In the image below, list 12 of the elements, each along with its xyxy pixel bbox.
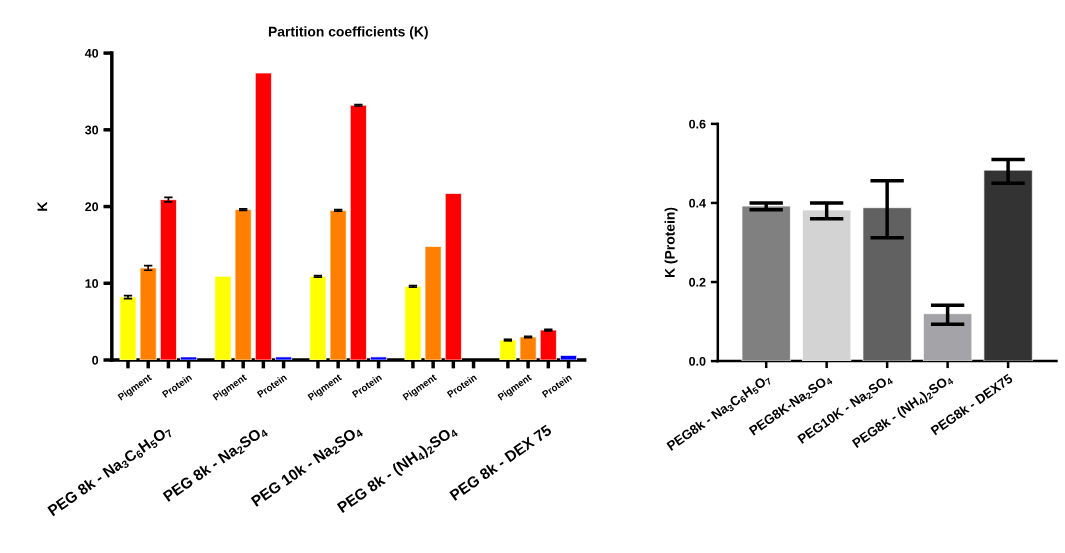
y-tick-label: 0.6 — [689, 119, 706, 129]
y-tick-label: 20 — [85, 202, 99, 212]
y-axis-title: K — [37, 201, 48, 211]
y-tick-label: 10 — [85, 279, 99, 288]
y-tick-label: 0.2 — [689, 277, 706, 287]
y-tick-label: 0.4 — [689, 198, 706, 208]
y-tick-label: 30 — [85, 125, 99, 135]
y-tick-label: 0.0 — [689, 356, 706, 366]
y-tick-label: 0 — [92, 355, 99, 365]
chart-title: Partition coefficients (K) — [268, 26, 428, 40]
y-tick-label: 40 — [84, 48, 99, 58]
y-axis-title: K (Protein) — [664, 207, 678, 278]
